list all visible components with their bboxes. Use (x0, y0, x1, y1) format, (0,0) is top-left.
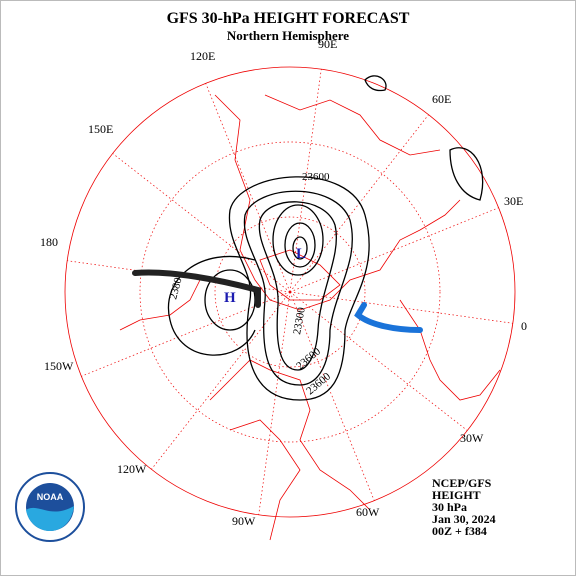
lon-label: 150E (88, 122, 113, 136)
contour-label: 23600 (302, 171, 330, 183)
contour (449, 147, 484, 201)
contour-label: 2380 (167, 276, 184, 301)
meridian (289, 291, 375, 501)
coastline (259, 249, 341, 301)
contour (364, 75, 387, 92)
contour (167, 255, 256, 356)
coastline (264, 94, 441, 156)
meridian (151, 291, 291, 470)
lon-label: 150W (44, 359, 74, 373)
lon-label: 60E (432, 92, 451, 106)
high-center: H (224, 290, 236, 306)
coastline (119, 279, 201, 331)
longitude-labels: 90E 60E 30E 0 30W 60W 90W 120W 150W 180 … (40, 37, 527, 528)
contour (272, 204, 324, 276)
contours (167, 75, 484, 401)
lon-label: 30E (504, 194, 523, 208)
contour (284, 222, 316, 268)
info-line: Jan 30, 2024 (432, 512, 496, 526)
coastline (214, 94, 461, 311)
logo-wave (26, 506, 74, 531)
latitude-circle (139, 141, 441, 443)
meridian (258, 291, 291, 515)
marker-stroke (354, 302, 423, 333)
logo-text: NOAA (37, 492, 64, 502)
contour-label: 23300 (291, 306, 308, 336)
info-line: NCEP/GFS (432, 476, 492, 490)
coastline (229, 419, 301, 541)
contour (228, 176, 370, 401)
outer-circle (64, 66, 516, 518)
lon-label: 60W (356, 505, 380, 519)
meridian (112, 153, 291, 293)
lon-label: 90W (232, 514, 256, 528)
lon-label: 0 (521, 319, 527, 333)
marker-stroke (132, 269, 261, 308)
info-block: NCEP/GFS HEIGHT 30 hPa Jan 30, 2024 00Z … (432, 476, 496, 538)
meridian (289, 291, 513, 324)
coastlines (119, 94, 501, 541)
info-line: 30 hPa (432, 500, 467, 514)
meridian (289, 207, 499, 293)
info-line: HEIGHT (432, 488, 481, 502)
title: GFS 30-hPa HEIGHT FORECAST (167, 10, 410, 27)
lon-label: 90E (318, 37, 337, 51)
info-line: 00Z + f384 (432, 524, 487, 538)
low-center: L (296, 246, 306, 262)
contour (243, 190, 353, 386)
contour (292, 236, 308, 260)
lon-label: 120E (190, 49, 215, 63)
latitude-circle (214, 216, 366, 368)
lon-label: 120W (117, 462, 147, 476)
subtitle: Northern Hemisphere (227, 28, 349, 43)
coastline (209, 359, 371, 511)
contour (258, 201, 337, 371)
lon-label: 30W (460, 431, 484, 445)
lon-label: 180 (40, 235, 58, 249)
noaa-logo: NOAA (15, 472, 85, 542)
